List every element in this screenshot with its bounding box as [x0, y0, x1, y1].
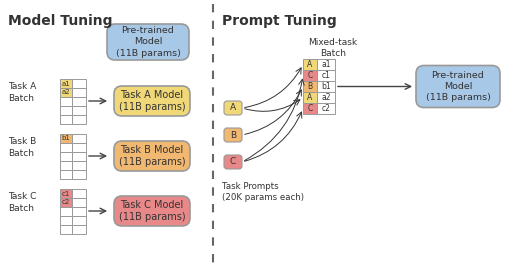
Text: c1: c1	[322, 71, 330, 80]
FancyBboxPatch shape	[114, 196, 190, 226]
Bar	[72, 79, 86, 88]
Text: A: A	[307, 93, 313, 102]
Text: A: A	[307, 60, 313, 69]
Text: C: C	[307, 71, 313, 80]
Bar	[72, 198, 86, 207]
Text: B: B	[230, 131, 236, 140]
Bar	[60, 134, 72, 143]
Text: Task C Model
(11B params): Task C Model (11B params)	[119, 200, 185, 222]
Bar	[72, 225, 86, 234]
FancyBboxPatch shape	[416, 66, 500, 107]
Bar	[72, 134, 86, 143]
Bar	[60, 97, 72, 106]
Bar	[72, 97, 86, 106]
Bar	[60, 152, 72, 161]
Text: B: B	[307, 82, 312, 91]
Bar	[72, 143, 86, 152]
FancyBboxPatch shape	[114, 86, 190, 116]
Text: Task B
Batch: Task B Batch	[8, 137, 36, 158]
Text: b1: b1	[61, 135, 71, 141]
Bar	[72, 216, 86, 225]
Bar	[72, 161, 86, 170]
Bar	[60, 88, 72, 97]
Bar	[60, 161, 72, 170]
FancyBboxPatch shape	[224, 128, 242, 142]
Text: a1: a1	[61, 81, 70, 86]
Bar	[60, 143, 72, 152]
Bar	[60, 207, 72, 216]
Bar	[60, 170, 72, 179]
Bar	[317, 81, 335, 92]
Bar	[60, 79, 72, 88]
Text: a2: a2	[61, 89, 70, 95]
Bar	[303, 103, 317, 114]
Text: b1: b1	[321, 82, 331, 91]
FancyBboxPatch shape	[224, 101, 242, 115]
Bar	[317, 70, 335, 81]
Bar	[72, 115, 86, 124]
Text: Task A Model
(11B params): Task A Model (11B params)	[119, 90, 185, 112]
Bar	[303, 81, 317, 92]
Text: Pre-trained
Model
(11B params): Pre-trained Model (11B params)	[425, 71, 490, 102]
Text: Task C
Batch: Task C Batch	[8, 192, 36, 213]
Text: a1: a1	[321, 60, 331, 69]
Text: Task Prompts
(20K params each): Task Prompts (20K params each)	[222, 182, 304, 202]
FancyBboxPatch shape	[114, 141, 190, 171]
Bar	[317, 103, 335, 114]
Text: c1: c1	[62, 190, 70, 196]
Bar	[317, 92, 335, 103]
Bar	[72, 189, 86, 198]
Bar	[60, 216, 72, 225]
Bar	[60, 106, 72, 115]
Text: Prompt Tuning: Prompt Tuning	[222, 14, 337, 28]
Bar	[72, 106, 86, 115]
Text: c2: c2	[322, 104, 330, 113]
Text: C: C	[307, 104, 313, 113]
Text: c2: c2	[62, 199, 70, 206]
Bar	[72, 170, 86, 179]
Text: Pre-trained
Model
(11B params): Pre-trained Model (11B params)	[116, 26, 180, 58]
FancyBboxPatch shape	[224, 155, 242, 169]
Text: C: C	[230, 157, 236, 166]
Bar	[303, 70, 317, 81]
Bar	[60, 198, 72, 207]
Text: Task B Model
(11B params): Task B Model (11B params)	[119, 145, 185, 167]
Bar	[72, 207, 86, 216]
Bar	[317, 59, 335, 70]
Bar	[72, 88, 86, 97]
Bar	[303, 92, 317, 103]
FancyBboxPatch shape	[107, 24, 189, 60]
Bar	[72, 152, 86, 161]
Text: Task A
Batch: Task A Batch	[8, 82, 36, 103]
Bar	[60, 189, 72, 198]
Text: Mixed-task
Batch: Mixed-task Batch	[308, 38, 357, 58]
Bar	[303, 59, 317, 70]
Text: Model Tuning: Model Tuning	[8, 14, 113, 28]
Text: a2: a2	[321, 93, 331, 102]
Text: A: A	[230, 104, 236, 113]
Bar	[60, 225, 72, 234]
Bar	[60, 115, 72, 124]
